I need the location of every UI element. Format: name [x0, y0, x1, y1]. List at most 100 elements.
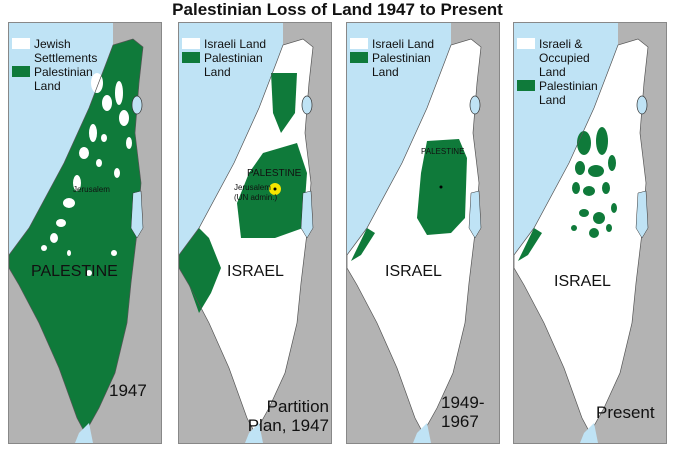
palestinian-enclave	[611, 203, 617, 213]
palestinian-land-gaza	[179, 228, 221, 313]
jewish-settlement	[91, 73, 103, 93]
palestinian-land-gaza	[518, 228, 542, 261]
jerusalem-dot	[439, 185, 443, 189]
legend-swatch-white	[350, 38, 368, 49]
region-label-palestine: PALESTINE	[31, 263, 118, 280]
gulf-of-aqaba	[245, 423, 263, 443]
palestinian-land-galilee	[271, 73, 297, 133]
gulf-of-aqaba	[75, 423, 93, 443]
palestinian-enclave	[572, 182, 580, 194]
caption-1949-1967: 1949-1967	[441, 393, 485, 431]
legend-item-israeli-land: Israeli Land	[350, 37, 434, 51]
palestinian-enclave	[593, 212, 605, 224]
region-label-israel: ISRAEL	[385, 263, 442, 280]
jewish-settlement	[119, 110, 129, 126]
legend: Israeli & Occupied Land Palestinian Land	[517, 37, 599, 107]
jewish-settlement	[89, 124, 97, 142]
jewish-settlement	[56, 219, 66, 227]
jewish-settlement	[115, 81, 123, 105]
jewish-settlement	[111, 250, 117, 256]
legend-swatch-green	[12, 66, 30, 77]
jewish-settlement	[73, 175, 81, 191]
gulf-of-aqaba	[580, 423, 598, 443]
palestinian-enclave	[583, 186, 595, 196]
jewish-settlement	[101, 134, 107, 142]
mediterranean-sea	[514, 23, 618, 255]
palestinian-land-gaza	[351, 228, 375, 261]
palestinian-enclave	[571, 225, 577, 231]
caption-partition: Partition Plan, 1947	[247, 397, 329, 435]
jewish-settlement	[50, 233, 58, 243]
legend-item-israeli-land: Israeli Land	[182, 37, 266, 51]
mediterranean-sea	[347, 23, 451, 255]
map-panel-partition: Israeli Land Palestinian Land PALESTINE …	[178, 22, 332, 444]
palestinian-enclave	[579, 209, 589, 217]
legend-item-palestinian-land: Palestinian Land	[517, 79, 599, 107]
palestinian-enclave	[606, 224, 612, 232]
jewish-settlement	[67, 250, 71, 256]
palestinian-enclave	[602, 182, 610, 194]
palestinian-enclave	[589, 228, 599, 238]
legend-swatch-white	[182, 38, 200, 49]
mediterranean-sea	[179, 23, 283, 255]
jerusalem-dot	[273, 187, 277, 191]
legend: Israeli Land Palestinian Land	[182, 37, 266, 79]
legend-item-israeli-occupied-land: Israeli & Occupied Land	[517, 37, 599, 79]
jewish-settlement	[41, 245, 47, 251]
dead-sea	[635, 190, 649, 239]
legend: Israeli Land Palestinian Land	[350, 37, 434, 79]
region-label-israel: ISRAEL	[227, 263, 284, 280]
border-outline	[179, 38, 314, 434]
jewish-settlement	[63, 198, 75, 208]
legend: Jewish Settlements Palestinian Land	[12, 37, 104, 93]
border-outline	[514, 38, 649, 434]
legend-item-palestinian-land: Palestinian Land	[182, 51, 266, 79]
palestine-label: PALESTINE	[421, 147, 465, 156]
legend-item-palestinian-land: Palestinian Land	[350, 51, 434, 79]
sea-of-galilee	[469, 95, 481, 115]
jewish-settlement	[96, 159, 102, 167]
legend-item-palestinian-land: Palestinian Land	[12, 65, 104, 93]
sea-of-galilee	[131, 95, 143, 115]
map-title: Palestinian Loss of Land 1947 to Present	[172, 0, 503, 19]
legend-swatch-green	[350, 52, 368, 63]
palestinian-enclave	[596, 127, 608, 155]
sea-of-galilee	[636, 95, 648, 115]
israeli-occupied-land	[514, 39, 648, 433]
jewish-settlement	[102, 95, 112, 111]
map-present	[514, 23, 649, 443]
jewish-settlement	[114, 168, 120, 178]
palestine-label: PALESTINE	[247, 168, 302, 179]
region-label-israel: ISRAEL	[554, 273, 611, 290]
israeli-land	[347, 39, 481, 433]
sea-of-galilee	[301, 95, 313, 115]
palestinian-enclave	[577, 131, 591, 155]
map-panel-1949-1967: Israeli Land Palestinian Land PALESTINE …	[346, 22, 500, 444]
legend-item-jewish-settlements: Jewish Settlements	[12, 37, 104, 65]
legend-swatch-white	[12, 38, 30, 49]
mediterranean-sea	[9, 23, 113, 255]
legend-swatch-white	[517, 38, 535, 49]
map-1949-1967	[347, 23, 482, 443]
map-panel-1947: Jewish Settlements Palestinian Land Jeru…	[8, 22, 162, 444]
palestinian-enclave	[608, 155, 616, 171]
border-outline	[9, 38, 144, 434]
caption-1947: 1947	[109, 381, 147, 400]
legend-swatch-green	[517, 80, 535, 91]
palestinian-enclave	[588, 165, 604, 177]
map-1947	[9, 23, 144, 443]
legend-swatch-green	[182, 52, 200, 63]
map-panel-present: Israeli & Occupied Land Palestinian Land…	[513, 22, 667, 444]
jewish-settlement	[79, 147, 89, 159]
jerusalem-label: Jerusalem	[73, 185, 110, 194]
jewish-settlement	[86, 270, 92, 276]
map-partition	[179, 23, 314, 443]
border-outline	[347, 38, 482, 434]
dead-sea	[130, 190, 144, 239]
dead-sea	[468, 190, 482, 239]
palestinian-enclave	[575, 161, 585, 175]
jerusalem-un-label: Jerusalem (UN admin.)	[234, 183, 278, 202]
jewish-settlement	[126, 137, 132, 149]
dead-sea	[300, 190, 314, 239]
caption-present: Present	[596, 403, 655, 422]
